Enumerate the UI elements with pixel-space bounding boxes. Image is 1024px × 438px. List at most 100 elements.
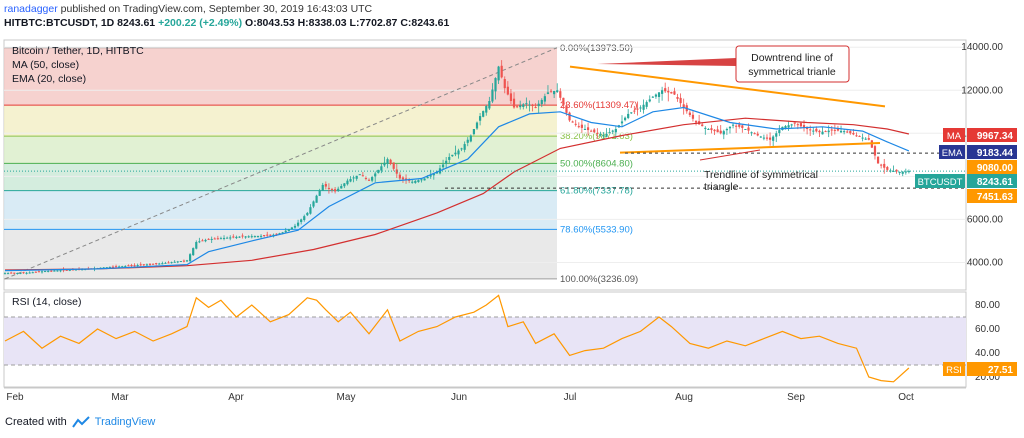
fib-level-label: 100.00%(3236.09)	[560, 274, 638, 285]
candle-body	[281, 232, 284, 234]
candle-body	[121, 266, 124, 268]
level-7451-tag-value: 7451.63	[977, 192, 1014, 203]
candle-body	[590, 130, 593, 132]
candle-body	[263, 235, 266, 237]
candle-body	[562, 97, 565, 106]
candle-body	[756, 133, 759, 136]
candle-body	[167, 262, 170, 264]
candle-body	[799, 123, 803, 127]
candle-body	[787, 125, 790, 128]
candle-body	[226, 237, 229, 239]
candle-body	[287, 229, 290, 232]
candle-body	[401, 177, 405, 180]
price-axis-tick: 12000.00	[961, 85, 1003, 96]
candle-body	[876, 156, 880, 164]
candle-body	[525, 103, 528, 105]
candle-body	[620, 121, 624, 124]
candle-body	[608, 132, 611, 134]
candle-body	[414, 180, 417, 183]
candle-body	[124, 265, 127, 267]
candle-body	[556, 90, 559, 93]
time-axis-tick: Jun	[451, 392, 467, 403]
candle-body	[599, 134, 602, 136]
time-axis-tick: Sep	[787, 392, 805, 403]
candle-body	[531, 104, 534, 107]
candle-body	[722, 131, 725, 135]
author-link[interactable]: ranadagger	[4, 3, 58, 15]
candle-body	[148, 263, 152, 265]
candle-body	[901, 171, 904, 174]
candle-body	[198, 241, 201, 243]
candle-body	[574, 123, 577, 125]
candle-body	[136, 265, 139, 267]
candle-body	[750, 132, 753, 134]
candle-body	[784, 126, 787, 129]
candle-body	[321, 184, 324, 191]
candle-body	[466, 139, 469, 143]
candle-body	[303, 216, 306, 221]
candle-body	[716, 129, 719, 133]
candle-body	[528, 104, 531, 106]
ema-price-tag-value: 9183.44	[977, 148, 1014, 159]
candle-body	[451, 154, 454, 157]
candle-body	[330, 189, 334, 191]
candle-body	[377, 169, 380, 173]
candle-body	[892, 170, 895, 172]
candle-body	[691, 114, 695, 119]
candle-body	[694, 120, 698, 123]
ma-price-tag-tag	[943, 128, 965, 142]
candle-body	[633, 110, 636, 112]
candle-body	[417, 180, 420, 183]
candle-body	[16, 272, 19, 274]
rsi-value-tag-value: 27.51	[988, 365, 1013, 376]
candle-body	[361, 175, 364, 177]
candle-body	[108, 267, 111, 269]
candle-body	[855, 135, 858, 137]
candle-body	[432, 173, 435, 176]
candle-body	[392, 162, 395, 169]
candle-body	[358, 174, 361, 176]
candle-body	[534, 107, 537, 109]
ma-legend: MA (50, close)	[12, 59, 80, 71]
footer-brand[interactable]: TradingView	[94, 416, 156, 428]
candle-body	[256, 235, 260, 238]
candle-body	[74, 269, 78, 271]
candle-body	[290, 227, 294, 230]
candle-body	[731, 124, 735, 126]
time-axis-tick: Aug	[675, 392, 693, 403]
candle-body	[346, 180, 349, 185]
candle-body	[506, 86, 509, 95]
annotation-trendline-1: Trendline of symmetrical	[704, 169, 818, 181]
candle-body	[889, 170, 892, 172]
ema-line	[4, 106, 910, 272]
fib-zone	[4, 105, 557, 137]
candle-body	[10, 272, 13, 274]
candle-body	[713, 129, 716, 132]
candle-body	[250, 236, 253, 238]
candle-body	[127, 265, 130, 267]
time-axis-tick: May	[337, 392, 356, 403]
candle-body	[540, 99, 543, 105]
level-7451-tag-value-tag	[967, 189, 1017, 203]
candle-body	[318, 190, 321, 196]
price-axis-tick: 14000.00	[961, 42, 1003, 53]
candle-body	[408, 179, 411, 181]
candle-body	[759, 136, 762, 138]
candle-body	[491, 89, 494, 102]
candle-body	[161, 263, 164, 265]
candle-body	[802, 125, 806, 128]
candle-body	[210, 238, 213, 240]
candle-body	[614, 128, 617, 133]
candle-body	[583, 128, 587, 130]
ohlc-values: O:8043.53 H:8338.03 L:7702.87 C:8243.61	[245, 17, 450, 29]
trendline-support	[619, 141, 881, 154]
annotation-pointer	[597, 58, 736, 66]
candle-body	[201, 240, 204, 242]
candle-body	[852, 132, 855, 135]
candle-body	[907, 171, 911, 173]
candle-body	[778, 130, 781, 134]
candle-body	[623, 117, 627, 121]
rsi-line	[4, 294, 910, 383]
candle-body	[229, 237, 232, 239]
